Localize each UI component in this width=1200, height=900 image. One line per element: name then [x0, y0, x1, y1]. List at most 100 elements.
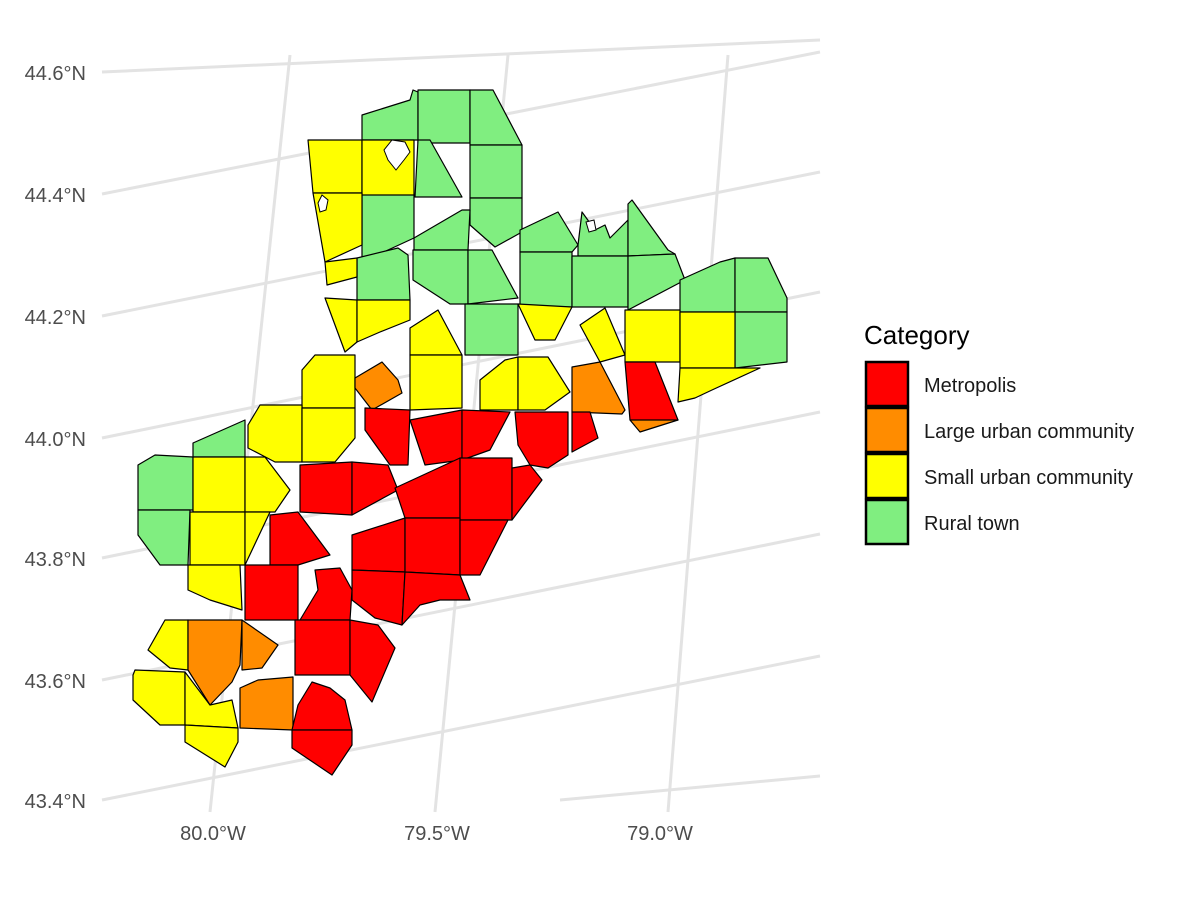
lat-label: 43.6°N: [25, 671, 86, 693]
region-rural-town[interactable]: [627, 199, 676, 257]
lat-grid-43-4: [101, 654, 821, 802]
region-rural-town[interactable]: [627, 253, 686, 311]
region-metropolis[interactable]: [459, 519, 509, 576]
region-rural-town[interactable]: [519, 211, 579, 253]
region-metropolis[interactable]: [409, 409, 463, 466]
region-metropolis[interactable]: [401, 571, 471, 626]
region-metropolis[interactable]: [299, 461, 353, 516]
region-metropolis[interactable]: [461, 409, 511, 461]
region-small-urban[interactable]: [517, 303, 573, 341]
region-rural-town[interactable]: [356, 247, 411, 301]
region-rural-town[interactable]: [519, 251, 573, 308]
lon-label: 80.0°W: [180, 823, 246, 845]
region-small-urban[interactable]: [187, 564, 243, 611]
region-small-urban[interactable]: [132, 669, 186, 726]
region-rural-town[interactable]: [469, 89, 523, 146]
legend-label: Rural town: [924, 513, 1020, 535]
region-rural-town[interactable]: [734, 257, 788, 313]
region-small-urban[interactable]: [184, 671, 239, 729]
region-metropolis[interactable]: [511, 464, 543, 521]
region-small-urban[interactable]: [324, 257, 358, 286]
region-metropolis[interactable]: [244, 564, 299, 621]
region-large-urban[interactable]: [354, 361, 403, 411]
region-metropolis[interactable]: [294, 619, 351, 676]
region-small-urban[interactable]: [192, 456, 246, 513]
region-metropolis[interactable]: [404, 517, 461, 576]
region-metropolis[interactable]: [364, 407, 411, 466]
region-rural-town[interactable]: [417, 89, 471, 144]
region-metropolis[interactable]: [351, 517, 406, 573]
legend-item-large-urban: Large urban community: [864, 406, 1134, 454]
region-metropolis[interactable]: [514, 411, 569, 469]
region-small-urban[interactable]: [307, 139, 363, 194]
region-large-urban[interactable]: [571, 361, 626, 415]
legend-item-small-urban: Small urban community: [864, 452, 1133, 500]
region-small-urban[interactable]: [679, 311, 736, 369]
legend-item-metropolis: Metropolis: [864, 360, 1016, 408]
region-small-urban[interactable]: [624, 309, 681, 363]
region-small-urban[interactable]: [479, 356, 519, 411]
legend: Category Metropolis Large urban communit…: [864, 320, 1134, 546]
region-rural-town[interactable]: [571, 255, 629, 308]
legend-swatch: [864, 360, 910, 408]
region-rural-town[interactable]: [469, 144, 523, 199]
region-metropolis[interactable]: [394, 457, 461, 519]
region-small-urban[interactable]: [517, 356, 571, 411]
region-small-urban[interactable]: [147, 619, 189, 671]
region-rural-town[interactable]: [413, 209, 471, 251]
lat-label: 43.4°N: [25, 791, 86, 813]
region-small-urban[interactable]: [677, 367, 761, 403]
region-large-urban[interactable]: [239, 676, 294, 731]
region-metropolis[interactable]: [349, 619, 396, 703]
region-rural-town[interactable]: [137, 509, 191, 566]
region-small-urban[interactable]: [247, 404, 303, 463]
region-metropolis[interactable]: [291, 729, 353, 776]
region-rural-town[interactable]: [414, 139, 463, 198]
lake-shape: [585, 219, 597, 233]
region-small-urban[interactable]: [579, 307, 626, 363]
map-regions: [132, 89, 788, 776]
legend-label: Large urban community: [924, 421, 1134, 443]
region-metropolis[interactable]: [351, 461, 399, 516]
region-small-urban[interactable]: [324, 297, 358, 353]
latitude-axis: 44.6°N 44.4°N 44.2°N 44.0°N 43.8°N 43.6°…: [25, 63, 86, 813]
region-small-urban[interactable]: [301, 354, 356, 409]
region-metropolis[interactable]: [299, 567, 353, 621]
region-small-urban[interactable]: [244, 456, 291, 513]
lat-label: 44.4°N: [25, 185, 86, 207]
region-rural-town[interactable]: [734, 311, 788, 369]
region-metropolis[interactable]: [269, 511, 331, 566]
region-metropolis[interactable]: [459, 457, 513, 521]
lon-label: 79.5°W: [404, 823, 470, 845]
region-small-urban[interactable]: [301, 407, 356, 463]
region-rural-town[interactable]: [679, 257, 736, 313]
region-rural-town[interactable]: [137, 454, 194, 511]
region-small-urban[interactable]: [409, 309, 463, 356]
region-small-urban[interactable]: [189, 511, 246, 566]
region-metropolis[interactable]: [571, 411, 599, 453]
lat-grid-44-6: [101, 38, 821, 74]
region-metropolis[interactable]: [624, 361, 679, 421]
region-rural-town[interactable]: [192, 419, 246, 458]
lat-label: 43.8°N: [25, 549, 86, 571]
region-rural-town[interactable]: [464, 303, 519, 356]
region-rural-town[interactable]: [577, 211, 629, 257]
region-small-urban[interactable]: [409, 354, 463, 411]
region-small-urban[interactable]: [244, 511, 271, 566]
region-metropolis[interactable]: [291, 681, 353, 731]
lat-label: 44.6°N: [25, 63, 86, 85]
region-rural-town[interactable]: [467, 249, 519, 305]
region-large-urban[interactable]: [241, 619, 279, 671]
region-small-urban[interactable]: [184, 724, 239, 768]
legend-label: Small urban community: [924, 467, 1133, 489]
region-small-urban[interactable]: [356, 299, 411, 343]
legend-label: Metropolis: [924, 375, 1016, 397]
legend-title: Category: [864, 320, 970, 350]
legend-swatch: [864, 406, 910, 454]
region-rural-town[interactable]: [412, 249, 469, 305]
region-metropolis[interactable]: [351, 569, 406, 626]
legend-swatch: [864, 498, 910, 546]
region-rural-town[interactable]: [361, 89, 419, 141]
lake-shape: [383, 139, 411, 171]
